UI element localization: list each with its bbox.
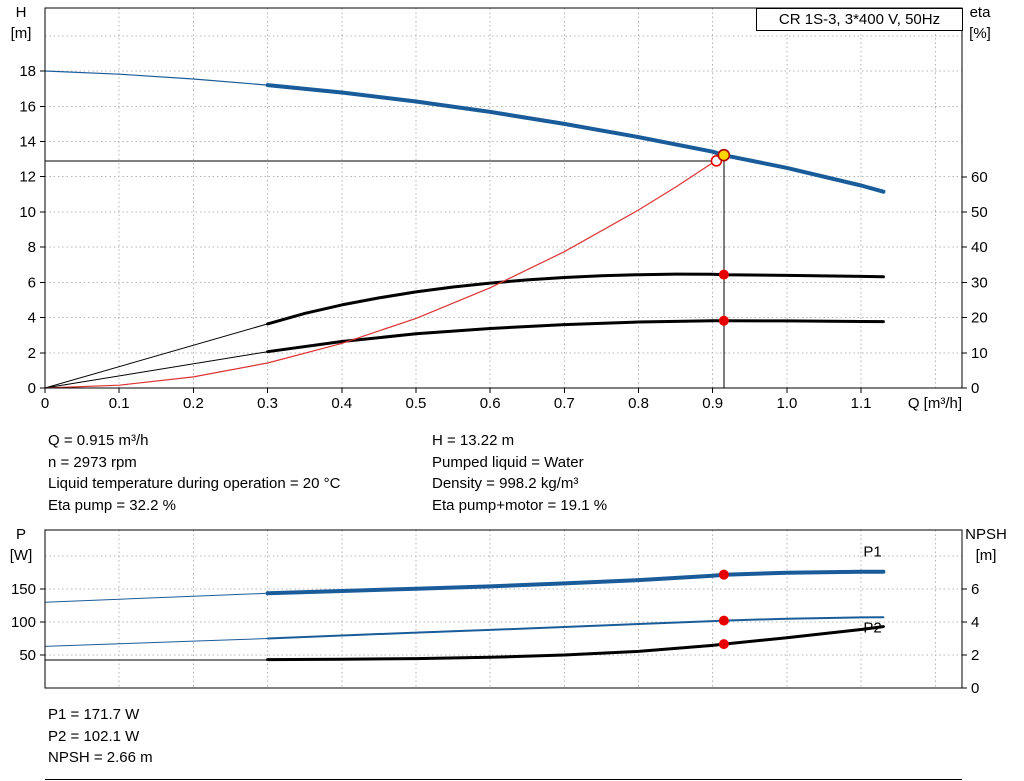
eta-axis-unit: [%] — [969, 25, 991, 42]
series-p1-head — [44, 592, 269, 603]
eta-pump-duty-dot — [718, 269, 729, 280]
x-tick-label: 0.8 — [628, 395, 649, 412]
result-liquid-temperature: Liquid temperature during operation = 20… — [48, 475, 341, 492]
x-tick-label: 1.1 — [851, 395, 872, 412]
series-eta-pump-head — [44, 323, 269, 389]
eta-pump-motor-duty-dot — [718, 315, 729, 326]
p1-duty-dot — [718, 569, 729, 580]
y-left-tick-label: 2 — [28, 345, 36, 362]
x-tick-label: 0.7 — [554, 395, 575, 412]
series-p1 — [265, 569, 886, 596]
plot-frame — [44, 529, 963, 689]
result-head: H = 13.22 m — [432, 432, 515, 449]
p-axis-title: P [W] — [4, 524, 38, 566]
y-left-tick-label: 6 — [28, 274, 36, 291]
p-axis-symbol: P — [15, 526, 26, 543]
y-left-tick-label: 50 — [19, 647, 36, 664]
power-npsh-chart: 50 100 150 0 2 4 6 P1 P2 — [11, 529, 979, 697]
result-npsh: NPSH = 2.66 m — [48, 749, 153, 766]
y-left-tick-label: 150 — [11, 581, 36, 598]
series-eta-pump-motor — [266, 319, 885, 354]
plot-frame — [44, 7, 963, 389]
result-eta-pump-motor: Eta pump+motor = 19.1 % — [432, 496, 608, 514]
y-right-tick-label: 4 — [971, 614, 979, 631]
result-eta-pump: Eta pump = 32.2 % — [48, 496, 176, 514]
y-left-tick-label: 12 — [19, 169, 36, 186]
curve-label-p1: P1 — [863, 543, 881, 560]
result-pumped-liquid: Pumped liquid = Water — [432, 453, 584, 471]
y-left-tick-label: 100 — [11, 614, 36, 631]
y-left-tick-label: 18 — [19, 63, 36, 80]
result-speed: n = 2973 rpm — [48, 453, 137, 471]
x-tick-label: 0.2 — [183, 395, 204, 412]
y-right-tick-label: 30 — [971, 274, 988, 291]
bottom-divider — [45, 779, 962, 780]
series-pump-curve-head — [44, 70, 269, 86]
series-p2 — [266, 616, 885, 640]
series-npsh — [266, 625, 885, 662]
y-left-tick-label: 4 — [28, 310, 36, 327]
eta-axis-symbol: eta — [969, 4, 991, 21]
series-eta-pump-motor-head — [44, 351, 269, 389]
npsh-duty-dot — [718, 639, 729, 650]
q-axis-title: Q [m³/h] — [907, 395, 962, 412]
y-right-tick-label: 0 — [971, 380, 979, 397]
result-p1: P1 = 171.7 W — [48, 706, 140, 723]
x-tick-label: 0.3 — [257, 395, 278, 412]
series-pump-curve — [265, 83, 886, 194]
h-axis-symbol: H — [15, 4, 27, 21]
p-axis-unit: [W] — [9, 547, 33, 564]
y-left-tick-label: 0 — [28, 380, 36, 397]
y-right-tick-label: 6 — [971, 581, 979, 598]
x-tick-label: 0.4 — [331, 395, 352, 412]
npsh-axis-symbol: NPSH — [965, 526, 1007, 543]
series-eta-pump — [266, 272, 885, 326]
y-right-tick-label: 60 — [971, 169, 988, 186]
x-tick-label: 0 — [41, 395, 49, 412]
y-right-tick-label: 0 — [971, 680, 979, 697]
x-tick-label: 0.9 — [702, 395, 723, 412]
x-tick-label: 0.5 — [406, 395, 427, 412]
y-right-tick-label: 50 — [971, 204, 988, 221]
y-right-tick-label: 40 — [971, 239, 988, 256]
h-axis-title: H [m] — [4, 2, 38, 44]
y-left-tick-label: 14 — [19, 133, 36, 150]
power-results: P1 = 171.7 W P2 = 102.1 W NPSH = 2.66 m — [48, 704, 153, 769]
y-left-tick-label: 8 — [28, 239, 36, 256]
hq-eta-chart: 0 0.1 0.2 0.3 0.4 0.5 0.6 0.7 0.8 0.9 1.0 1.1 0 2 4 6 8 1… — [19, 7, 988, 412]
npsh-axis-title: NPSH [m] — [956, 524, 1016, 566]
duty-point-marker — [717, 148, 731, 162]
result-density: Density = 998.2 kg/m³ — [432, 475, 579, 492]
y-left-tick-label: 10 — [19, 204, 36, 221]
h-axis-unit: [m] — [10, 25, 32, 42]
result-p2: P2 = 102.1 W — [48, 727, 140, 745]
series-system-curve — [44, 154, 725, 389]
x-tick-label: 0.6 — [480, 395, 501, 412]
y-right-tick-label: 2 — [971, 647, 979, 664]
x-tick-label: 0.1 — [109, 395, 130, 412]
duty-results-right: H = 13.22 m Pumped liquid = Water Densit… — [432, 430, 607, 516]
eta-axis-title: eta [%] — [960, 2, 1000, 44]
curve-label-p2: P2 — [863, 619, 881, 636]
x-tick-label: 1.0 — [776, 395, 797, 412]
duty-results-left: Q = 0.915 m³/h n = 2973 rpm Liquid tempe… — [48, 430, 340, 516]
series-p2-head — [44, 638, 269, 647]
pump-title-box: CR 1S-3, 3*400 V, 50Hz — [756, 8, 963, 31]
p2-duty-dot — [718, 615, 729, 626]
y-left-tick-label: 16 — [19, 98, 36, 115]
result-flow: Q = 0.915 m³/h — [48, 432, 149, 449]
y-right-tick-label: 20 — [971, 310, 988, 327]
y-right-tick-label: 10 — [971, 345, 988, 362]
npsh-axis-unit: [m] — [975, 547, 997, 564]
